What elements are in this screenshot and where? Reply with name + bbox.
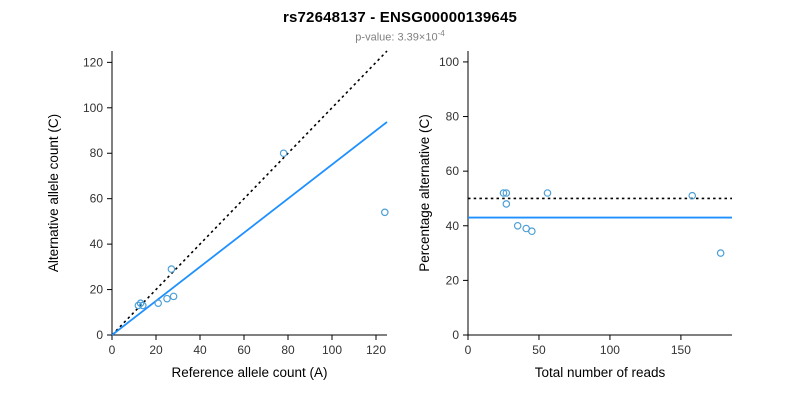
- data-point: [716, 249, 725, 257]
- x-tick-label: 40: [193, 343, 207, 357]
- data-point: [154, 299, 163, 307]
- x-tick-label: 150: [671, 343, 691, 357]
- y-tick-label: 20: [446, 273, 460, 287]
- x-tick-label: 50: [532, 343, 546, 357]
- data-point: [499, 189, 508, 197]
- allele-counts-plot: 0 20 40 60 80 100 120 0 20 40 60 80 100 120 Reference …: [46, 50, 389, 380]
- y-tick-label: 40: [90, 237, 104, 251]
- x-tick-label: 20: [149, 343, 163, 357]
- data-point: [169, 292, 178, 301]
- percentage-vs-reads-plot: 0 50 100 150 0 20 40 60 80 100 Total number of rea…: [417, 51, 732, 380]
- x-tick-label: 0: [109, 343, 116, 357]
- data-point: [513, 221, 522, 230]
- y-tick-label: 0: [96, 328, 103, 342]
- x-axis-label: Total number of reads: [535, 365, 666, 380]
- y-tick-label: 80: [90, 146, 104, 160]
- p-value-text: p-value: 3.39×10: [355, 31, 438, 44]
- data-point: [502, 189, 511, 197]
- y-tick-label: 0: [452, 328, 459, 342]
- data-point: [528, 227, 536, 236]
- data-point: [543, 189, 552, 197]
- y-tick-label: 80: [446, 110, 460, 124]
- y-tick-label: 20: [90, 283, 104, 297]
- y-tick-label: 60: [90, 192, 104, 206]
- regression-line: [111, 121, 388, 336]
- p-value-exponent: -4: [437, 29, 445, 38]
- data-point: [279, 149, 288, 158]
- x-tick-label: 100: [600, 343, 620, 357]
- data-point: [139, 301, 147, 310]
- chart-title: rs72648137 - ENSG00000139645: [282, 9, 518, 26]
- y-axis-label: Percentage alternative (C): [417, 114, 432, 272]
- chart-header: rs72648137 - ENSG00000139645 p-value: 3.…: [0, 0, 800, 44]
- data-point: [134, 301, 143, 310]
- x-tick-label: 60: [237, 343, 251, 357]
- x-axis-label: Reference allele count (A): [171, 365, 327, 380]
- y-axis-label: Alternative allele count (C): [46, 114, 61, 272]
- x-tick-label: 100: [322, 343, 342, 357]
- y-tick-label: 100: [83, 101, 103, 115]
- x-tick-label: 120: [366, 343, 386, 357]
- data-point: [163, 294, 171, 303]
- x-tick-label: 0: [465, 343, 472, 357]
- x-tick-label: 80: [281, 343, 295, 357]
- data-point: [167, 265, 176, 273]
- data-point: [688, 191, 697, 200]
- chart-subtitle: p-value: 3.39×10-4: [0, 29, 800, 44]
- data-point: [502, 200, 511, 208]
- y-tick-label: 100: [439, 55, 459, 69]
- y-tick-label: 120: [83, 55, 103, 69]
- y-tick-label: 60: [446, 164, 460, 178]
- data-point: [380, 208, 389, 217]
- y-tick-label: 40: [446, 219, 460, 233]
- data-point: [136, 299, 145, 307]
- identity-line: [111, 50, 388, 336]
